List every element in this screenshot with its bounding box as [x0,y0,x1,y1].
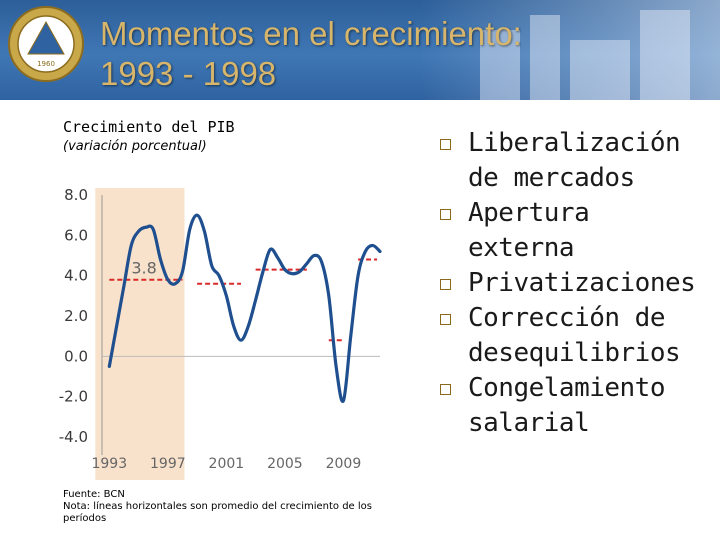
y-tick-label: -4.0 [59,428,88,446]
title-line-2: 1993 - 1998 [100,55,277,92]
chart-subtitle: (variación porcentual) [63,139,207,154]
title-line-1: Momentos en el crecimiento: [100,15,522,52]
square-bullet-icon [440,314,451,325]
highlight-band-1993-1998 [95,188,185,480]
bullet-item-congelamiento: Congelamiento salarial [438,371,718,441]
y-tick-label: 8.0 [64,186,88,204]
x-tick-label: 1997 [150,456,186,472]
source-note: Fuente: BCN [63,489,125,500]
y-tick-label: 2.0 [64,307,88,325]
bullet-list: Liberalización de mercados Apertura extern… [438,126,718,441]
y-tick-label: -2.0 [59,388,88,406]
bullet-item-liberalizacion: Liberalización de mercados [438,126,718,196]
x-tick-label: 2009 [326,456,362,472]
y-tick-label: 6.0 [64,226,88,244]
page-title: Momentos en el crecimiento: 1993 - 1998 [100,14,700,94]
y-tick-label: 0.0 [64,347,88,365]
average-lines-note: Nota: líneas horizontales son promedio d… [63,501,372,524]
x-tick-label: 1993 [91,456,127,472]
seal-year: 1960 [37,60,55,68]
header-background-buildings [420,0,720,100]
square-bullet-icon [440,279,451,290]
bullet-item-privatizaciones: Privatizaciones [438,266,718,301]
chart-notes: Fuente: BCN Nota: líneas horizontales so… [63,489,413,525]
gdp-growth-series-line [107,213,382,403]
bullet-item-apertura: Apertura externa [438,196,718,266]
bullet-item-correccion: Corrección de desequilibrios [438,301,718,371]
x-tick-label: 2001 [209,456,245,472]
header-banner: 1960 Momentos en el crecimiento: 1993 - … [0,0,720,100]
central-bank-seal-icon: 1960 [8,6,84,82]
x-tick-label: 2005 [267,456,303,472]
square-bullet-icon [440,209,451,220]
square-bullet-icon [440,139,451,150]
square-bullet-icon [440,384,451,395]
average-label: 3.8 [131,259,156,278]
chart-title: Crecimiento del PIB [63,118,235,136]
y-tick-label: 4.0 [64,267,88,285]
